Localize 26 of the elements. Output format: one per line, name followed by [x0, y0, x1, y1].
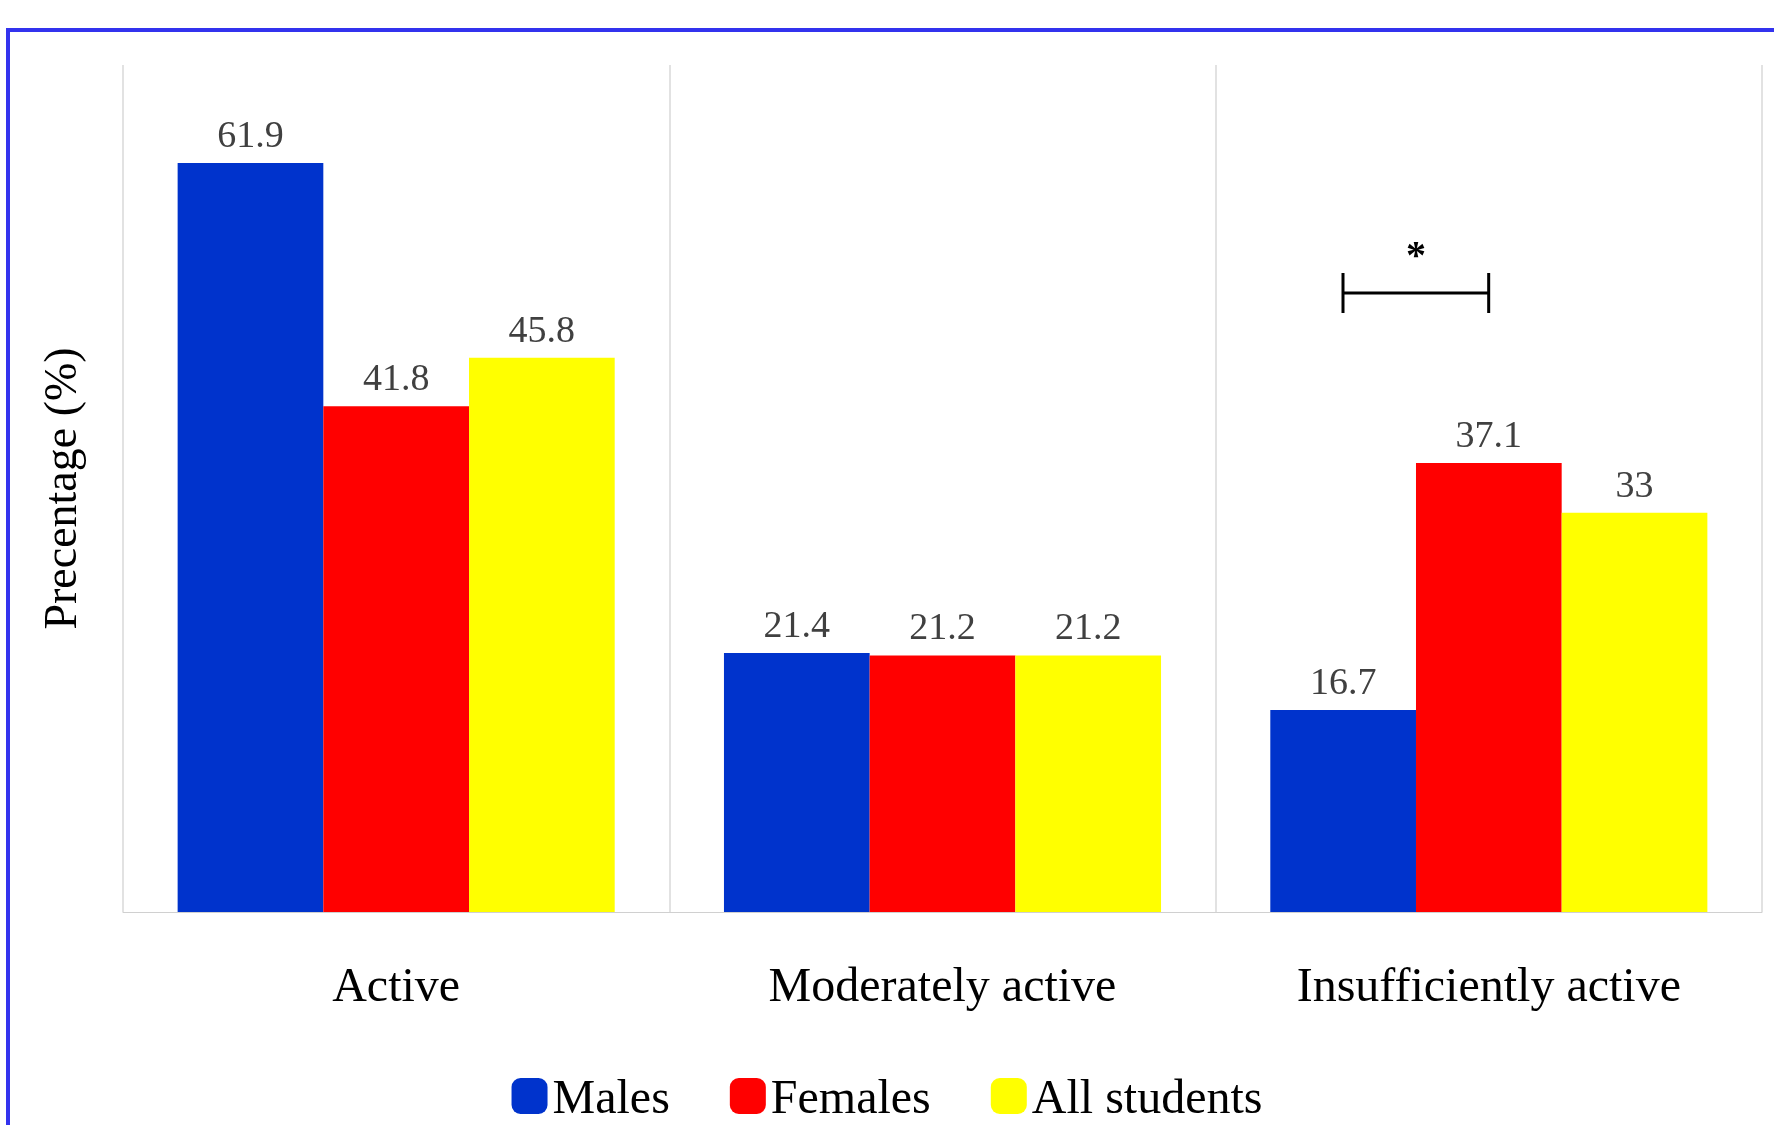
- x-tick-label: Insufficiently active: [1296, 957, 1681, 1011]
- data-label: 45.8: [508, 307, 576, 350]
- bar: [323, 406, 470, 912]
- legend-label: Males: [552, 1069, 670, 1123]
- bar: [1561, 512, 1708, 912]
- bar: [1270, 709, 1416, 912]
- data-label: 21.2: [909, 605, 976, 648]
- data-label: 21.4: [763, 603, 831, 646]
- y-axis-title: Precentage (%): [34, 347, 86, 630]
- bar: [723, 653, 870, 912]
- data-label: 61.9: [217, 113, 284, 156]
- bar: [469, 357, 615, 912]
- bar: [177, 163, 324, 912]
- data-label: 16.7: [1309, 659, 1377, 702]
- data-label: 41.8: [362, 356, 430, 399]
- data-label: 21.2: [1054, 605, 1122, 648]
- bar: [1415, 463, 1562, 912]
- data-label: 37.1: [1455, 413, 1523, 456]
- legend-label: Females: [770, 1069, 931, 1123]
- x-tick-label: Active: [332, 957, 461, 1011]
- bar: [1015, 655, 1162, 912]
- bar: [869, 655, 1016, 912]
- legend-label: All students: [1031, 1069, 1263, 1123]
- x-tick-label: Moderately active: [768, 957, 1117, 1011]
- annotation: *: [1405, 231, 1426, 279]
- data-label: 33: [1615, 462, 1654, 505]
